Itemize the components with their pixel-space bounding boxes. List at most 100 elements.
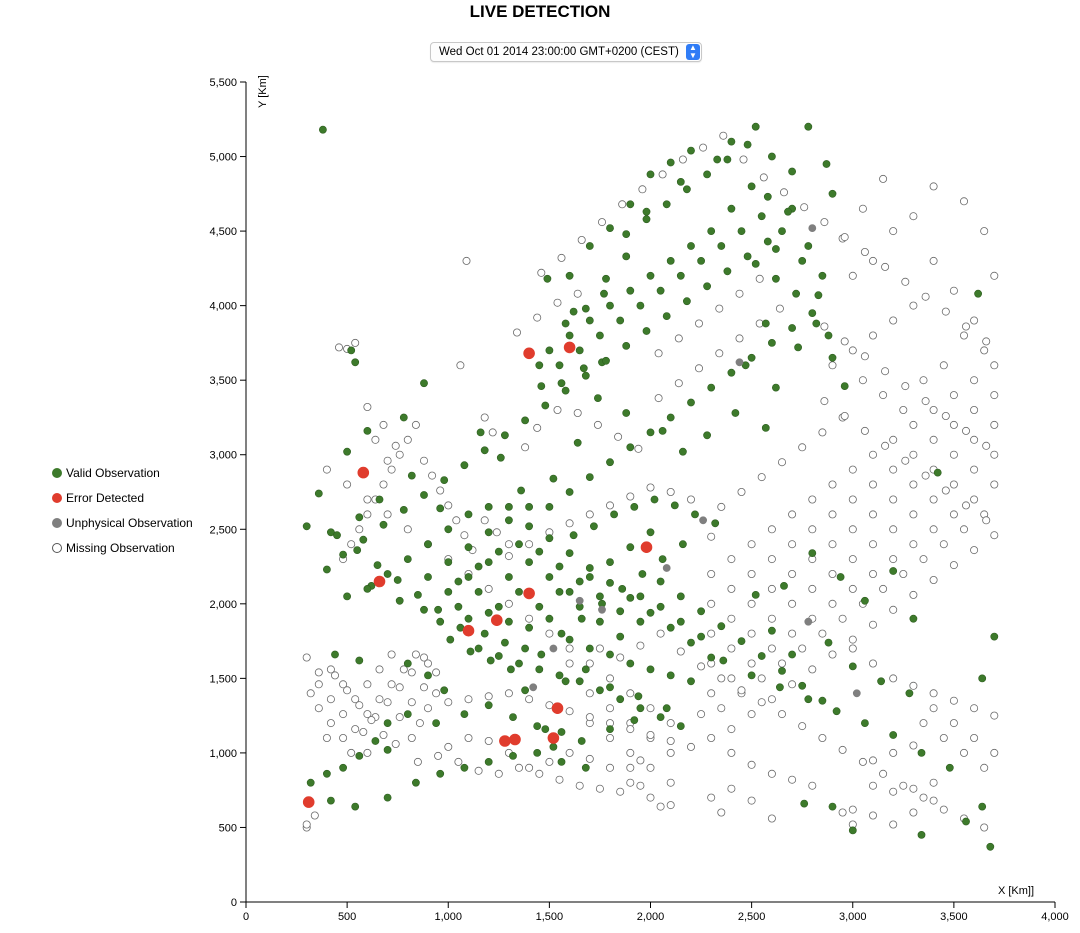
data-point	[499, 735, 511, 747]
data-point	[545, 502, 554, 511]
data-point	[656, 602, 665, 611]
data-point	[476, 428, 485, 437]
data-point	[474, 562, 483, 571]
data-point	[575, 596, 584, 605]
data-point	[326, 796, 335, 805]
data-point	[980, 346, 989, 355]
data-point	[444, 588, 453, 596]
data-point	[504, 516, 513, 525]
data-point	[751, 591, 760, 599]
data-point	[565, 271, 574, 280]
data-point	[838, 614, 847, 623]
data-point	[869, 781, 878, 790]
data-point	[962, 322, 971, 331]
data-point	[355, 525, 364, 534]
data-point	[761, 319, 770, 328]
data-point	[423, 704, 432, 713]
data-point	[494, 602, 503, 611]
data-point	[391, 441, 400, 450]
data-point	[500, 431, 509, 440]
data-point	[804, 617, 813, 626]
data-point	[484, 701, 493, 710]
data-point	[521, 644, 529, 653]
data-point	[420, 379, 428, 388]
data-point	[727, 555, 736, 564]
data-point	[436, 617, 445, 626]
data-point	[860, 352, 869, 361]
data-point	[949, 719, 958, 728]
data-point	[606, 458, 614, 467]
data-point	[812, 319, 821, 328]
data-point	[960, 748, 969, 757]
data-point	[719, 656, 728, 665]
data-point	[642, 207, 651, 216]
data-point	[630, 716, 639, 724]
y-tick-label: 1,500	[209, 673, 237, 685]
data-point	[909, 614, 918, 623]
data-point	[565, 549, 574, 557]
data-point	[707, 734, 716, 743]
data-point	[840, 337, 849, 346]
legend-swatch-unphysical	[52, 517, 62, 528]
data-point	[656, 629, 665, 638]
data-point	[929, 778, 938, 787]
data-point	[697, 632, 705, 641]
data-point	[595, 784, 604, 793]
data-point	[577, 614, 586, 623]
data-point	[727, 368, 736, 377]
data-point	[768, 626, 776, 635]
data-point	[561, 386, 570, 395]
data-point	[525, 558, 533, 566]
data-point	[379, 420, 388, 429]
data-point	[970, 376, 979, 385]
x-tick-label: 500	[338, 911, 356, 923]
data-point	[691, 510, 699, 519]
data-point	[387, 650, 396, 659]
data-point	[494, 652, 503, 660]
chevron-up-down-icon[interactable]: ▲ ▼	[686, 44, 700, 60]
time-select[interactable]: Wed Oct 01 2014 23:00:00 GMT+0200 (CEST)…	[430, 42, 702, 62]
data-point	[869, 510, 878, 519]
data-point	[737, 637, 746, 645]
data-point	[828, 802, 837, 811]
data-point	[848, 584, 857, 593]
data-point	[737, 487, 746, 496]
data-point	[440, 476, 449, 484]
data-point	[347, 346, 356, 355]
data-point	[525, 522, 533, 531]
data-point	[383, 456, 392, 465]
data-point	[858, 204, 867, 213]
data-point	[634, 444, 643, 453]
data-point	[683, 297, 691, 306]
x-axis-label: X [Km]]	[998, 885, 1034, 897]
data-point	[490, 614, 503, 627]
data-point	[636, 617, 645, 626]
data-point	[357, 466, 370, 479]
data-point	[557, 253, 566, 262]
data-point	[504, 552, 513, 561]
data-point	[869, 256, 878, 265]
data-point	[687, 146, 695, 155]
data-point	[634, 692, 643, 701]
data-point	[343, 686, 352, 695]
data-point	[602, 356, 610, 365]
data-point	[581, 304, 590, 313]
data-point	[860, 426, 869, 435]
data-point	[939, 540, 948, 549]
data-point	[869, 756, 878, 765]
data-point	[990, 480, 999, 489]
data-point	[747, 710, 756, 719]
data-point	[808, 224, 817, 232]
data-point	[909, 540, 918, 549]
data-point	[889, 605, 898, 614]
data-point	[727, 584, 736, 593]
data-point	[970, 435, 979, 444]
series-error-detected	[302, 341, 653, 808]
data-point	[585, 754, 594, 763]
data-point	[695, 319, 704, 328]
data-point	[703, 282, 711, 291]
data-point	[676, 271, 685, 280]
data-point	[788, 324, 796, 332]
data-point	[598, 605, 606, 614]
data-point	[735, 358, 744, 367]
